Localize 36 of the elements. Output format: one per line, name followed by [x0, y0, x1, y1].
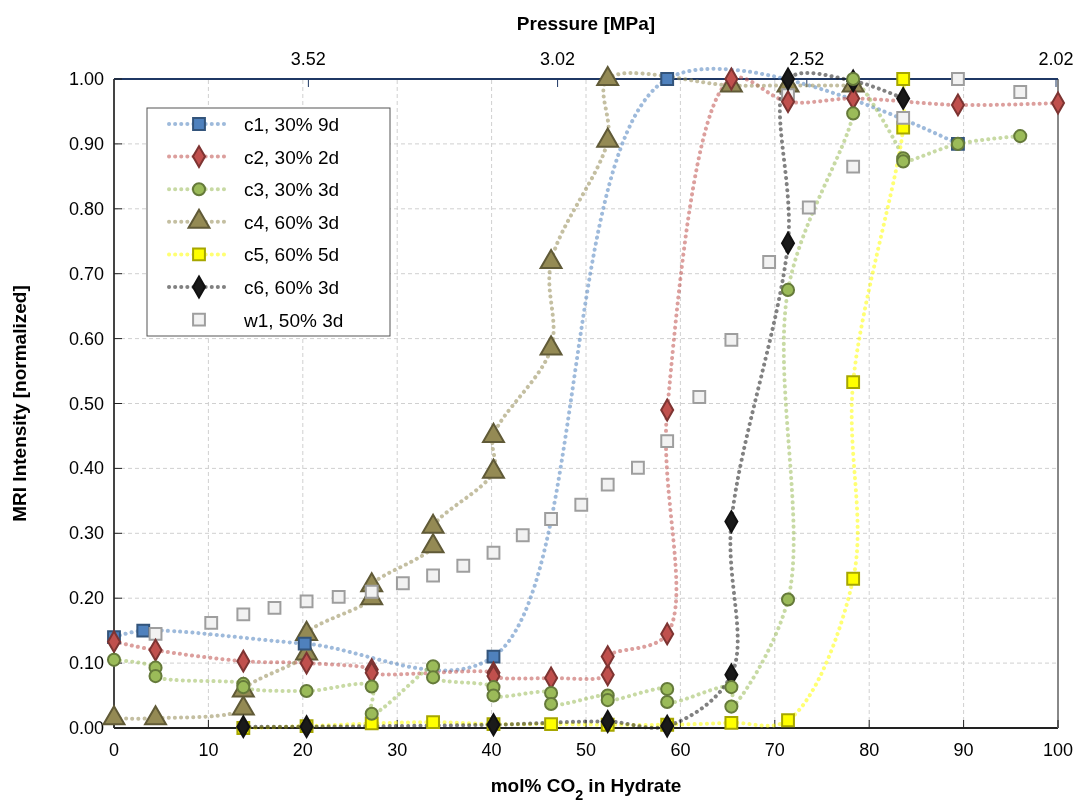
y-tick-label: 0.50 — [68, 393, 104, 414]
legend-label: c5, 60% 5d — [244, 244, 340, 266]
y-tick-label: 0.00 — [68, 718, 104, 738]
legend-label: w1, 50% 3d — [243, 309, 344, 331]
y-tick-label: 0.80 — [68, 198, 104, 219]
y-tick-label: 0.70 — [68, 263, 104, 284]
y-tick-label: 0.90 — [68, 133, 104, 154]
legend-label: c3, 30% 3d — [244, 179, 340, 201]
x-tick-label: 50 — [575, 740, 597, 760]
y-tick-label: 1.00 — [68, 69, 104, 89]
y-axis-title: MRI Intensity [normalized] — [9, 285, 30, 522]
y-tick-label: 0.10 — [68, 653, 104, 674]
legend-label: c2, 30% 2d — [244, 146, 340, 168]
y-tick-label: 0.60 — [68, 328, 104, 349]
x2-tick-label: 3.52 — [290, 49, 326, 69]
y-tick-label: 0.20 — [68, 588, 104, 609]
x-tick-label: 10 — [198, 740, 219, 760]
x2-axis-title: Pressure [MPa] — [516, 13, 656, 34]
x-axis-title: mol% CO$_{2}$ in Hydrate — [490, 775, 682, 803]
x-tick-label: 70 — [764, 740, 785, 760]
x-tick-label: 30 — [387, 740, 408, 760]
y-tick-label: 0.40 — [68, 458, 104, 479]
x-tick-label: 90 — [953, 740, 974, 760]
x2-tick-label: 2.02 — [1038, 49, 1074, 69]
x-tick-label: 80 — [859, 740, 880, 760]
x-tick-label: 20 — [292, 740, 313, 760]
x2-tick-label: 2.52 — [789, 49, 825, 69]
x-tick-label: 0 — [108, 740, 120, 760]
x2-tick-label: 3.02 — [540, 49, 576, 69]
legend-label: c1, 30% 9d — [244, 114, 340, 135]
legend-label: c6, 60% 3d — [244, 277, 340, 298]
legend-label: c4, 60% 3d — [244, 211, 340, 233]
x-tick-label: 100 — [1042, 740, 1074, 760]
y-tick-label: 0.30 — [68, 523, 104, 544]
x-tick-label: 60 — [670, 740, 691, 760]
x-tick-label: 40 — [481, 740, 502, 760]
